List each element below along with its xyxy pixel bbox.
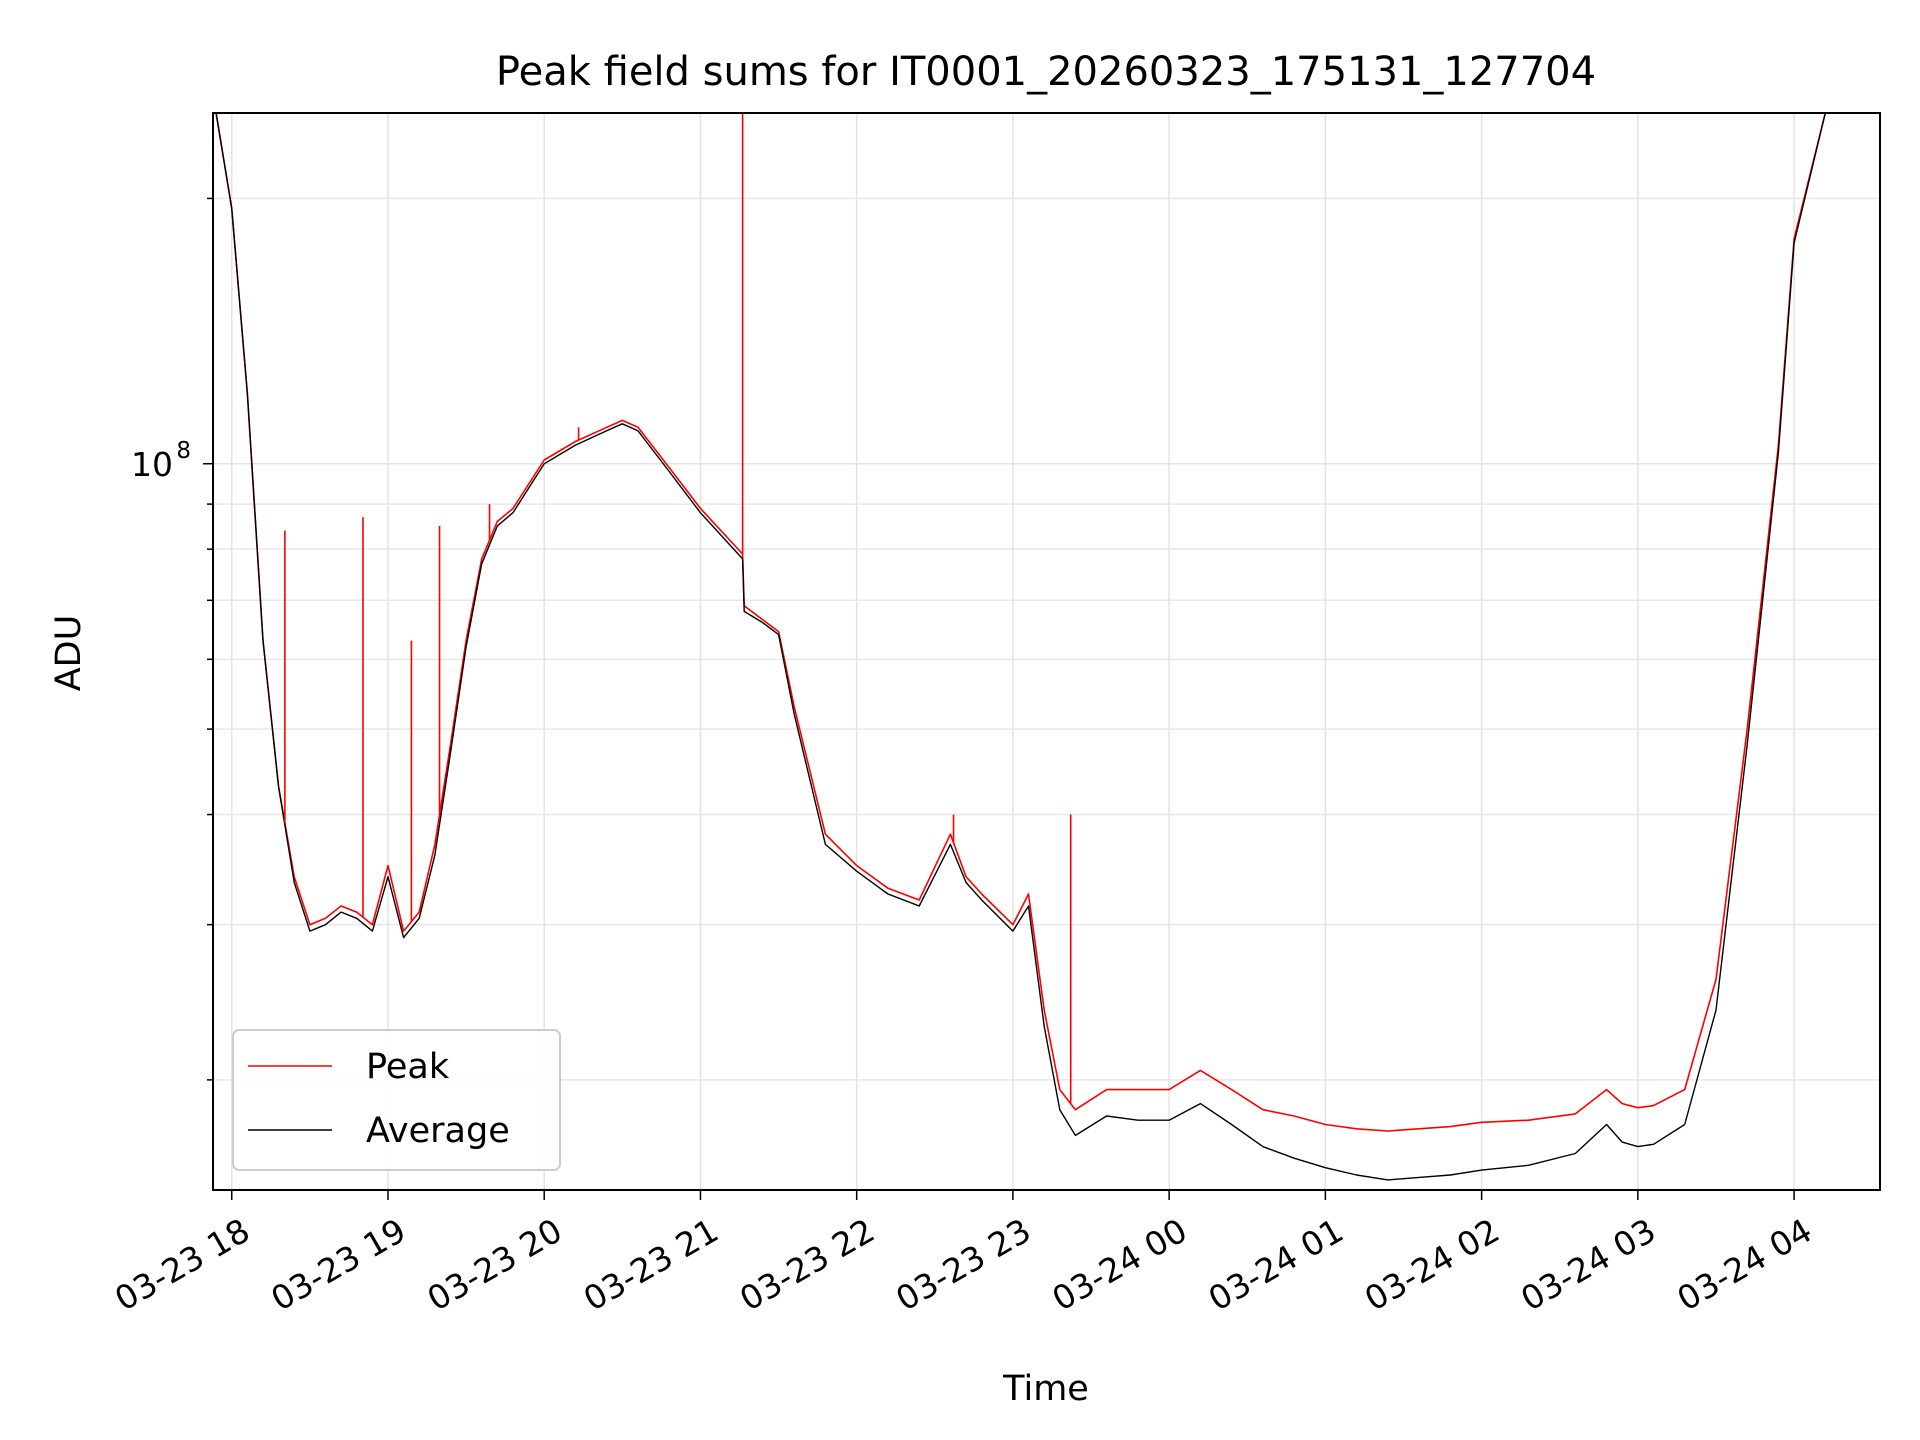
chart-title: Peak field sums for IT0001_20260323_1751… — [496, 49, 1596, 95]
legend-average-label: Average — [366, 1111, 510, 1151]
legend-peak-label: Peak — [366, 1047, 450, 1087]
grid-layer — [213, 113, 1880, 1190]
y-tick-label-base: 10 — [131, 445, 173, 484]
plot-frame — [212, 112, 1881, 1191]
y-axis-label: ADU — [49, 615, 89, 692]
series-layer — [215, 112, 1865, 1181]
x-axis-label: Time — [1002, 1369, 1089, 1409]
legend-box — [232, 1029, 561, 1171]
y-tick-label-exponent: 8 — [176, 438, 191, 464]
peak-series-line — [215, 112, 1865, 1132]
legend: Peak Average — [232, 1029, 561, 1171]
average-series-line — [215, 112, 1865, 1181]
